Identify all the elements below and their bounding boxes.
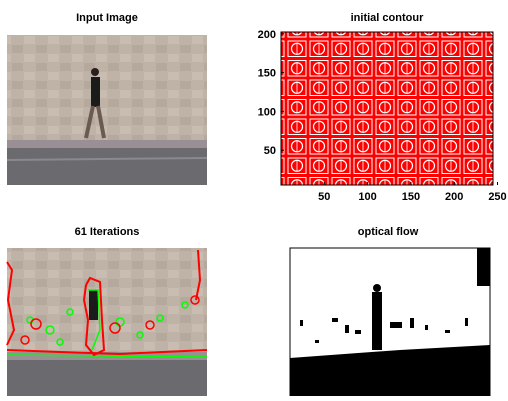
panel-title: initial contour xyxy=(351,12,424,24)
input-image xyxy=(7,35,207,185)
y-tick-label: 50 xyxy=(264,145,276,157)
panel-title: Input Image xyxy=(76,12,138,24)
panel-title: optical flow xyxy=(358,226,419,238)
x-tick-label: 200 xyxy=(445,191,463,203)
y-tick-label: 100 xyxy=(258,106,276,118)
x-tick-label: 250 xyxy=(488,191,506,203)
x-tick-label: 150 xyxy=(402,191,420,203)
y-tick-label: 200 xyxy=(258,29,276,41)
optical-flow-image xyxy=(290,248,490,396)
iterations-image xyxy=(7,248,207,396)
y-tick-label: 150 xyxy=(258,68,276,80)
contour-image xyxy=(281,32,493,185)
x-tick-label: 50 xyxy=(318,191,330,203)
panel-title: 61 Iterations xyxy=(75,226,140,238)
figure: Input Image initial contour 50 100 150 200 2… xyxy=(0,0,508,396)
x-tick-label: 100 xyxy=(358,191,376,203)
